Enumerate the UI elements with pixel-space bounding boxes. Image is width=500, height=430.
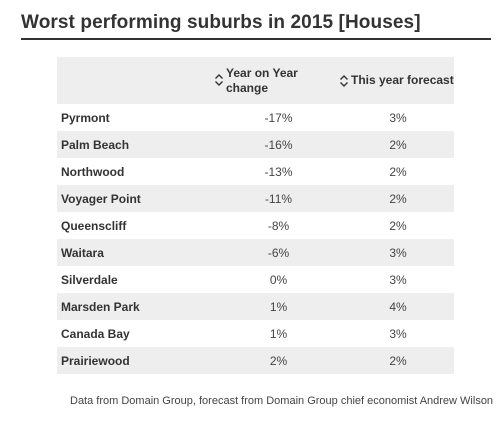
cell-year-on-year-change: 2% bbox=[209, 347, 334, 374]
sort-icon[interactable] bbox=[339, 74, 349, 88]
cell-year-on-year-change: -16% bbox=[209, 131, 334, 158]
source-footnote: Data from Domain Group, forecast from Do… bbox=[70, 395, 494, 407]
header-this-year-forecast[interactable]: This year forecast bbox=[334, 57, 454, 104]
cell-suburb: Prairiewood bbox=[57, 347, 209, 374]
cell-suburb: Pyrmont bbox=[61, 110, 110, 125]
title-underline bbox=[21, 38, 491, 40]
table-row: Northwood -13% 2% bbox=[57, 158, 454, 185]
cell-year-on-year-change: -13% bbox=[264, 164, 293, 179]
cell-suburb: Marsden Park bbox=[57, 293, 209, 320]
cell-year-on-year-change: -8% bbox=[267, 218, 290, 233]
chart-title: Worst performing suburbs in 2015 [Houses… bbox=[21, 12, 421, 33]
cell-this-year-forecast: 2% bbox=[334, 185, 454, 212]
cell-year-on-year-change: 1% bbox=[209, 293, 334, 320]
table-row: Waitara -6% 3% bbox=[57, 239, 454, 266]
data-table: Year on Year change This year forecast P bbox=[57, 57, 454, 374]
table-row: Palm Beach -16% 2% bbox=[57, 131, 454, 158]
sort-icon[interactable] bbox=[214, 73, 224, 87]
table-row: Queenscliff -8% 2% bbox=[57, 212, 454, 239]
cell-suburb: Palm Beach bbox=[57, 131, 209, 158]
table-row: Marsden Park 1% 4% bbox=[57, 293, 454, 320]
cell-year-on-year-change: 1% bbox=[269, 326, 288, 341]
header-year-on-year-change-label: Year on Year change bbox=[226, 65, 298, 95]
cell-suburb: Queenscliff bbox=[61, 218, 127, 233]
cell-year-on-year-change: -6% bbox=[209, 239, 334, 266]
table-row: Canada Bay 1% 3% bbox=[57, 320, 454, 347]
header-this-year-forecast-label: This year forecast bbox=[351, 73, 454, 87]
table-row: Pyrmont -17% 3% bbox=[57, 104, 454, 131]
cell-suburb: Voyager Point bbox=[57, 185, 209, 212]
cell-suburb: Silverdale bbox=[61, 272, 118, 287]
table-header-row: Year on Year change This year forecast bbox=[57, 57, 454, 104]
data-table-container: Year on Year change This year forecast P bbox=[57, 57, 454, 374]
cell-this-year-forecast: 2% bbox=[389, 218, 407, 233]
table-row: Silverdale 0% 3% bbox=[57, 266, 454, 293]
cell-year-on-year-change: -17% bbox=[264, 110, 293, 125]
table-row: Voyager Point -11% 2% bbox=[57, 185, 454, 212]
cell-suburb: Canada Bay bbox=[61, 326, 130, 341]
header-year-on-year-change[interactable]: Year on Year change bbox=[209, 57, 334, 104]
header-suburb bbox=[57, 57, 209, 104]
cell-year-on-year-change: 0% bbox=[269, 272, 288, 287]
cell-year-on-year-change: -11% bbox=[209, 185, 334, 212]
cell-suburb: Waitara bbox=[57, 239, 209, 266]
cell-suburb: Northwood bbox=[61, 164, 125, 179]
cell-this-year-forecast: 3% bbox=[389, 272, 407, 287]
cell-this-year-forecast: 2% bbox=[389, 164, 407, 179]
cell-this-year-forecast: 2% bbox=[334, 347, 454, 374]
cell-this-year-forecast: 3% bbox=[389, 326, 407, 341]
table-row: Prairiewood 2% 2% bbox=[57, 347, 454, 374]
cell-this-year-forecast: 3% bbox=[334, 239, 454, 266]
cell-this-year-forecast: 3% bbox=[389, 110, 407, 125]
cell-this-year-forecast: 2% bbox=[334, 131, 454, 158]
cell-this-year-forecast: 4% bbox=[334, 293, 454, 320]
